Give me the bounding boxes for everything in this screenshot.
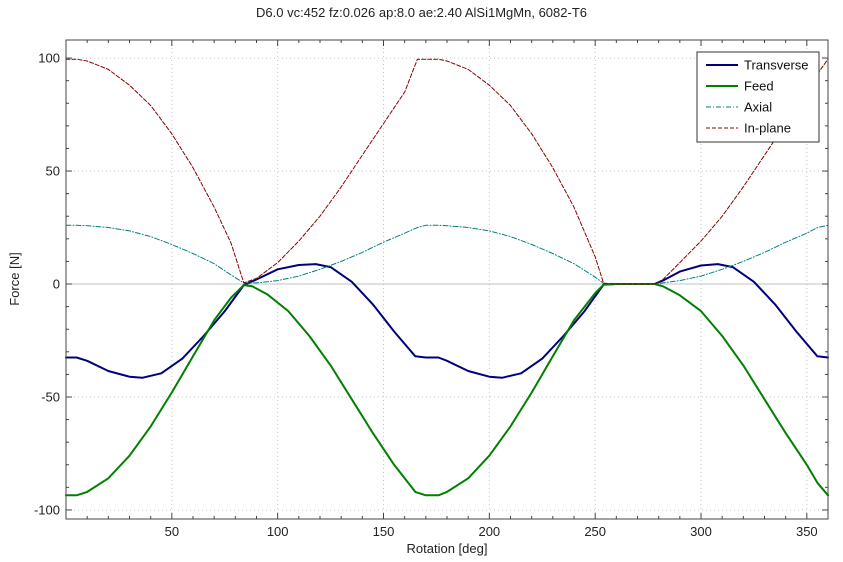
x-tick-label: 150 [373,524,395,539]
chart-title: D6.0 vc:452 fz:0.026 ap:8.0 ae:2.40 AlSi… [256,5,587,20]
x-tick-label: 200 [478,524,500,539]
minor-ticks [66,40,828,519]
x-tick-label: 350 [796,524,818,539]
legend-item-in-plane: In-plane [706,121,791,136]
legend-item-axial: Axial [706,100,772,115]
legend-box [696,51,820,143]
legend-label: Feed [744,79,774,94]
grid [66,40,828,519]
legend-label: In-plane [744,121,791,136]
series-layer [65,58,829,497]
legend-item-feed: Feed [706,79,774,94]
legend-label: Transverse [744,58,809,73]
y-tick-label: 50 [46,164,60,179]
series-line-transverse [65,263,829,379]
y-axis-ticks: -100 -50 0 50 100 [34,51,828,517]
y-axis-label: Force [N] [7,252,22,305]
series-line-axial [65,224,829,285]
x-tick-label: 100 [267,524,289,539]
x-tick-label: 250 [584,524,606,539]
series-line-feed [65,283,829,497]
series-line-in-plane [65,58,829,285]
legend: Transverse Feed Axial In-plane [696,51,820,143]
y-tick-label: -50 [41,389,60,404]
legend-label: Axial [744,100,772,115]
y-tick-label: -100 [34,502,60,517]
x-axis-label: Rotation [deg] [407,541,488,556]
y-tick-label: 0 [53,277,60,292]
y-tick-label: 100 [38,51,60,66]
legend-item-transverse: Transverse [706,58,809,73]
x-tick-label: 50 [165,524,179,539]
x-tick-label: 300 [690,524,712,539]
x-axis-ticks: 50 100 150 200 250 300 350 [165,40,818,539]
